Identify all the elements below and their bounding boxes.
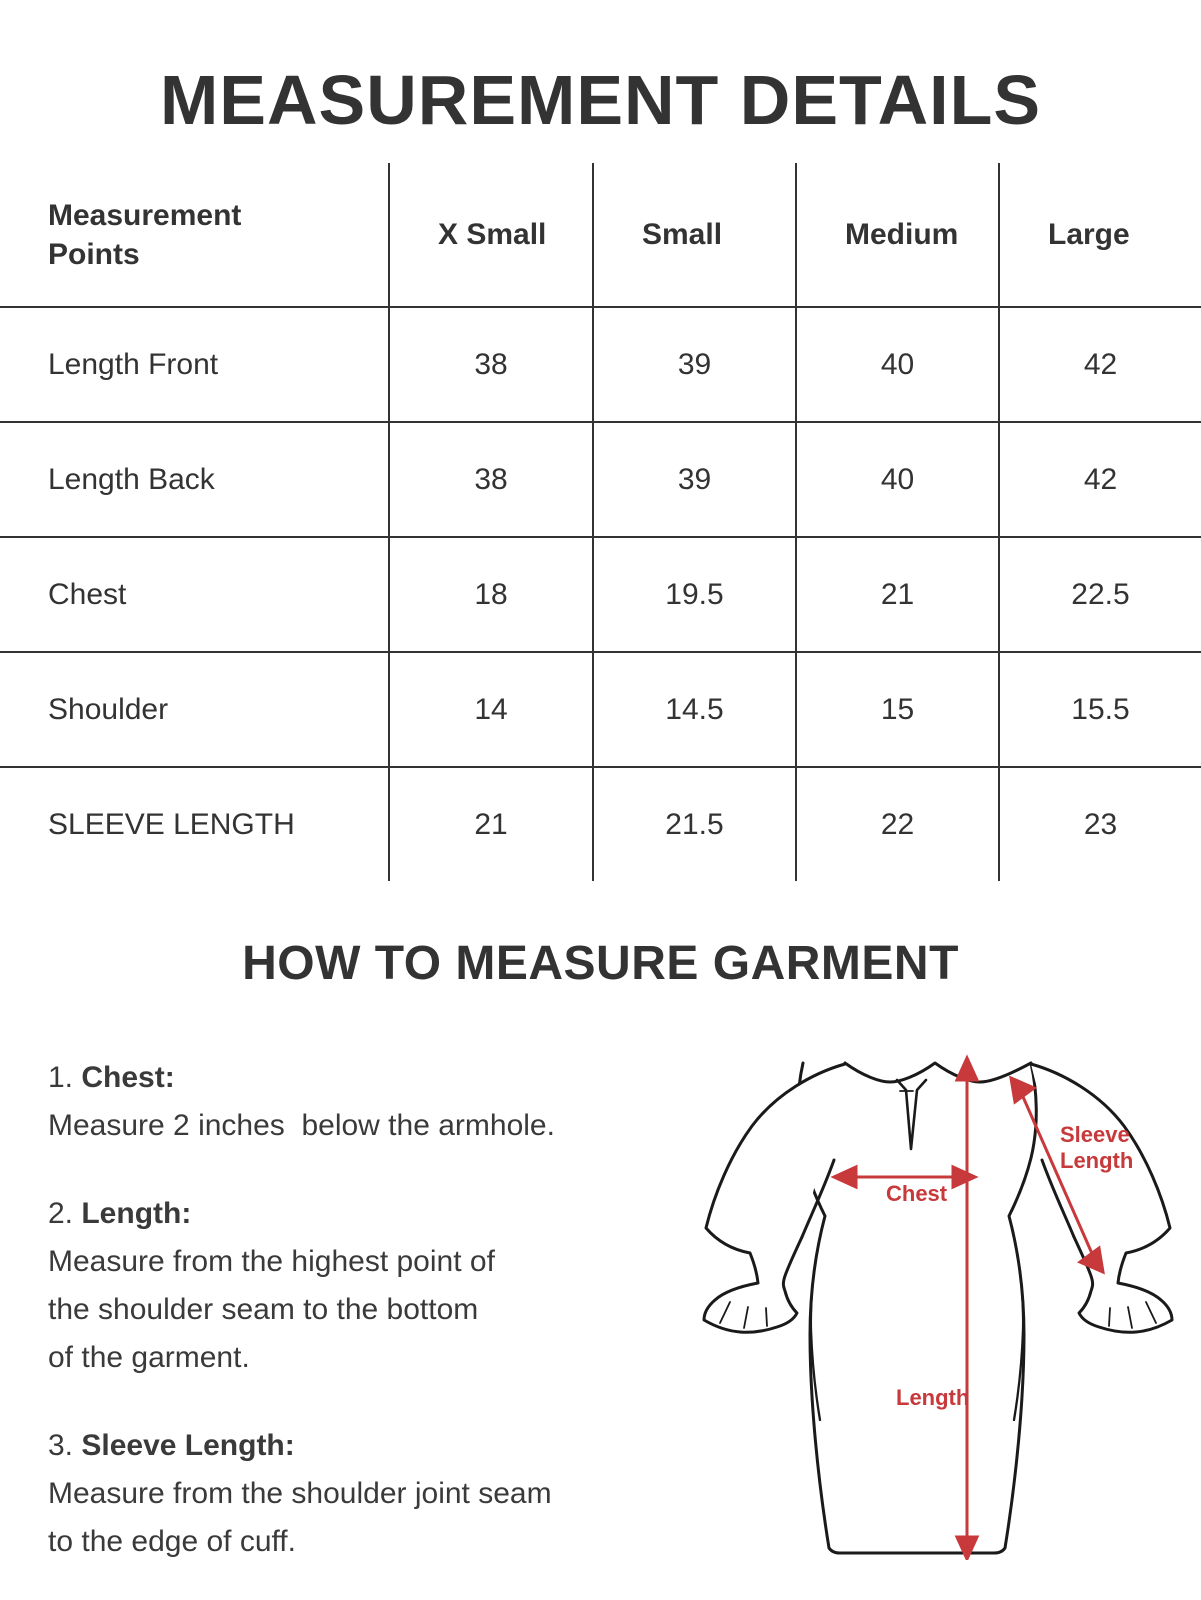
svg-text:Chest: Chest (886, 1181, 948, 1206)
svg-text:Length: Length (1060, 1148, 1133, 1173)
svg-text:Sleeve: Sleeve (1060, 1122, 1130, 1147)
svg-text:Length: Length (896, 1385, 969, 1410)
